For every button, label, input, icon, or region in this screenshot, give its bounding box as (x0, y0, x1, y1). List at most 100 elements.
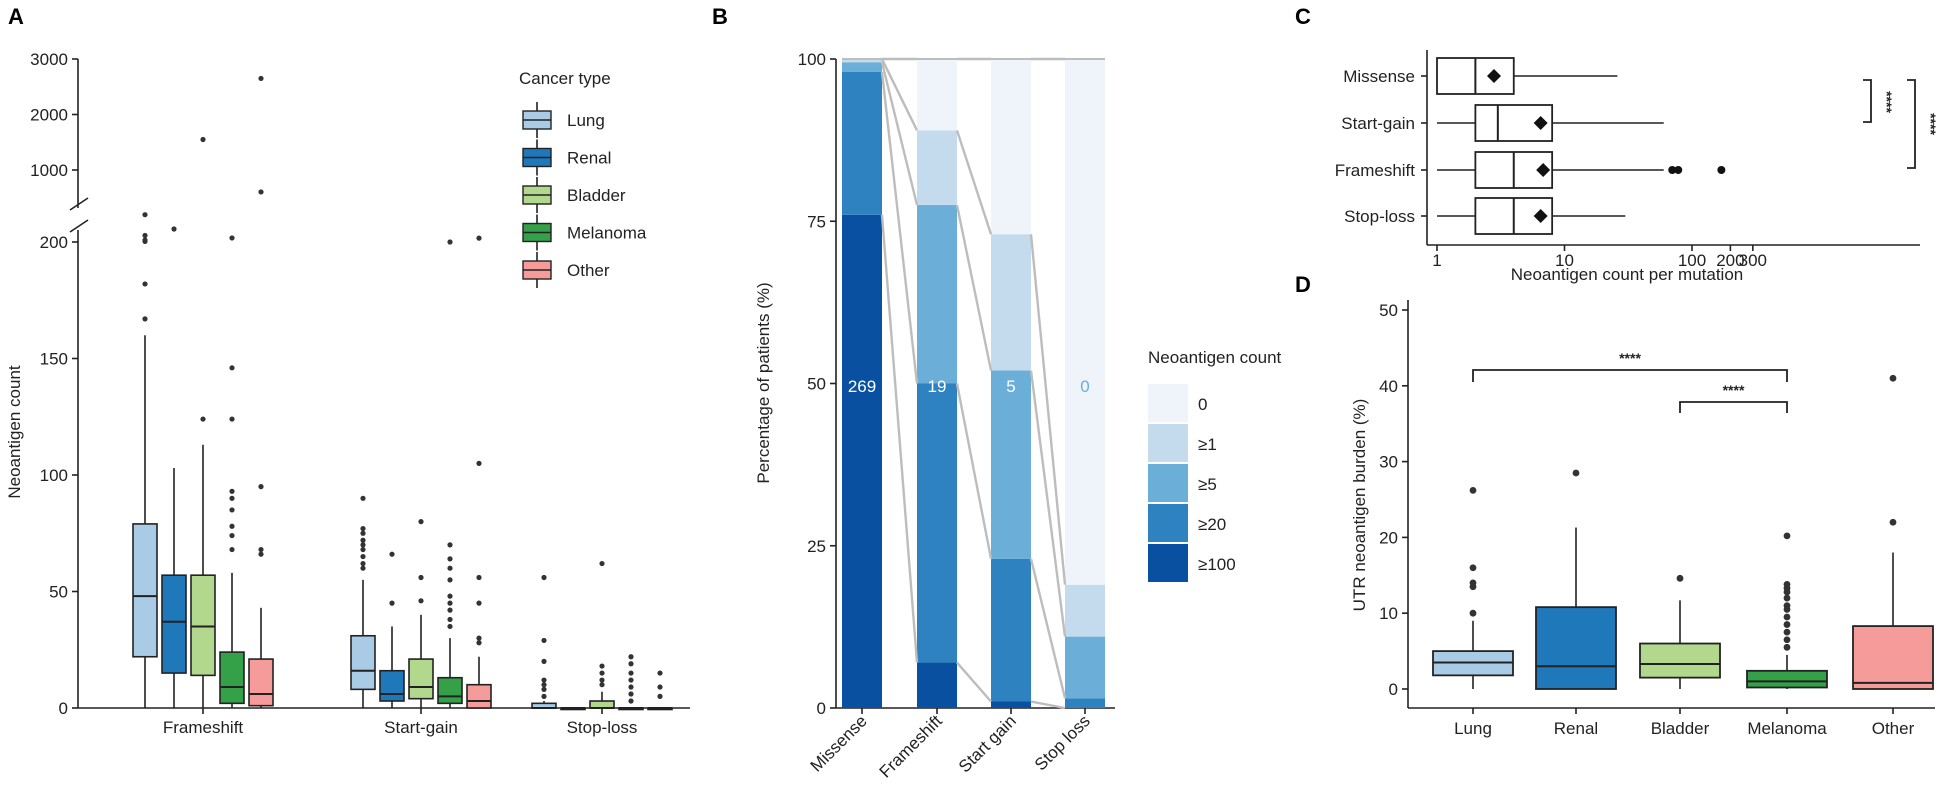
outlier-point (1469, 609, 1477, 617)
legend-label: ≥1 (1198, 435, 1217, 454)
outlier-point (657, 670, 663, 676)
bracket (1472, 369, 1788, 382)
box-body (1639, 642, 1721, 679)
legend-swatch (1148, 464, 1188, 502)
outlier-point (599, 670, 605, 676)
outlier-point (200, 136, 206, 143)
legend-title: Cancer type (519, 69, 611, 88)
y-tick-label-stop-loss: Stop-loss (1344, 207, 1415, 226)
y-tick-label: 150 (40, 350, 68, 369)
panel-d: D 0 10 20 30 40 50 UTR neoantigen burden (%) Lun… (1295, 272, 1935, 738)
y-tick-label-start-gain: Start-gain (1341, 114, 1415, 133)
outlier-point (541, 682, 547, 688)
box-bladder (1639, 574, 1721, 689)
bar-segment-ge5-start-gain (991, 370, 1031, 559)
box-stop-loss (1437, 197, 1626, 235)
bar-count-label: 19 (928, 377, 947, 396)
x-tick-label-renal: Renal (1554, 719, 1598, 738)
outlier-point (1783, 594, 1791, 602)
x-tick-label-frameshift: Frameshift (163, 718, 244, 737)
outlier-point (1889, 518, 1897, 526)
significance-label: **** (1723, 382, 1745, 398)
box-melanoma-frameshift (219, 235, 245, 708)
outlier-point (476, 640, 482, 646)
x-tick-label-stop-loss: Stop-loss (567, 718, 638, 737)
bar-segment-0-stop-loss (1065, 59, 1105, 585)
outlier-point (229, 416, 235, 422)
bar-segment-ge20-stop-loss (1065, 698, 1105, 708)
outlier-point (229, 235, 235, 241)
outlier-point (447, 542, 453, 548)
box-body (1852, 625, 1934, 690)
legend-swatch (1148, 504, 1188, 542)
box-renal-stop-loss (560, 707, 586, 711)
legend-item-renal: Renal (522, 139, 611, 176)
box-body (466, 683, 492, 709)
outlier-point (447, 593, 453, 599)
outlier-point (200, 416, 206, 422)
outlier-point (1783, 643, 1791, 651)
box-renal-start-gain (379, 551, 405, 708)
legend-label: ≥100 (1198, 555, 1236, 574)
axis-break-mark-bottom (69, 219, 89, 233)
significance-bladder-melanoma: **** (1679, 382, 1788, 413)
x-tick-label-stop-loss: Stop loss (1031, 711, 1094, 774)
outlier-point (1783, 613, 1791, 621)
connector-line (955, 383, 993, 559)
significance-missense-frameshift: **** (1907, 79, 1939, 169)
mean-marker (1533, 116, 1548, 130)
legend-item-count-ge100: ≥100 (1148, 544, 1236, 582)
outlier-point (599, 677, 605, 683)
bar-segment-ge1-frameshift (917, 130, 957, 206)
legend-swatch (1148, 544, 1188, 582)
outlier-point (142, 316, 148, 322)
bar-segment-0-start-gain (991, 59, 1031, 235)
outlier-point (1469, 564, 1477, 572)
bar-segment-ge5-stop-loss (1065, 636, 1105, 699)
connector-line (880, 61, 919, 206)
legend-label: ≥5 (1198, 475, 1217, 494)
outlier-point (142, 281, 148, 287)
outlier-point (447, 616, 453, 623)
box-body (437, 676, 463, 705)
outlier-point (447, 623, 453, 630)
y-tick-label: 100 (798, 50, 826, 69)
bar-segment-ge1-missense (842, 59, 882, 63)
outlier-point (599, 682, 605, 688)
y-tick-label: 75 (807, 212, 826, 231)
outlier-point (360, 560, 366, 567)
outlier-point (258, 189, 264, 195)
x-tick-label: 100 (1678, 251, 1706, 270)
x-tick-label: 300 (1739, 251, 1767, 270)
outlier-point (476, 600, 482, 606)
box-body (161, 574, 187, 674)
box-body (190, 574, 216, 677)
y-tick-label: 30 (1379, 453, 1398, 472)
bar-count-label: 0 (1080, 377, 1089, 396)
outlier-point (476, 635, 482, 641)
outlier-point (258, 484, 264, 490)
panel-label-d: D (1295, 272, 1311, 297)
outlier-point (628, 691, 634, 697)
bar-segment-ge100-frameshift (917, 662, 957, 708)
legend-item-other: Other (522, 252, 610, 288)
box-renal-frameshift (161, 226, 187, 708)
y-tick-label: 1000 (30, 161, 68, 180)
box-bladder-frameshift (190, 136, 216, 708)
outlier-point (1469, 487, 1477, 494)
significance-lung-melanoma: **** (1472, 350, 1788, 382)
outlier-point (142, 212, 148, 218)
legend-label: 0 (1198, 395, 1207, 414)
outlier-point (1717, 166, 1726, 174)
outlier-point (418, 598, 424, 604)
legend-item-count-ge5: ≥5 (1148, 464, 1217, 502)
box-body (132, 523, 158, 658)
y-tick-label: 25 (807, 537, 826, 556)
bar-segment-ge100-missense (842, 214, 882, 708)
bar-segment-ge20-start-gain (991, 558, 1031, 702)
box-body (408, 658, 434, 700)
box-other-start-gain (466, 235, 492, 709)
y-axis-title: UTR neoantigen burden (%) (1350, 399, 1369, 612)
significance-label: **** (1879, 91, 1895, 113)
